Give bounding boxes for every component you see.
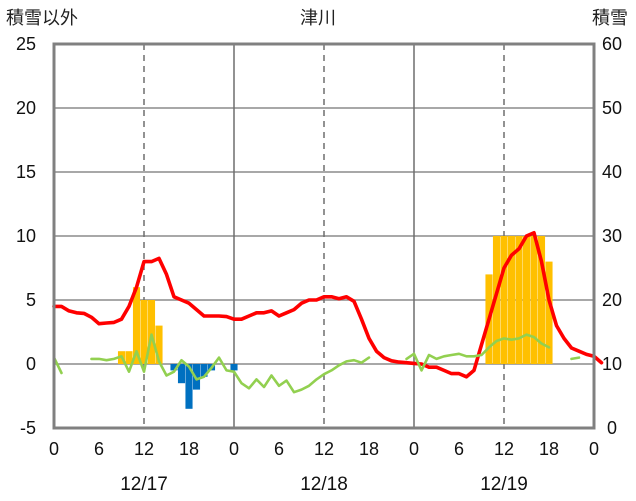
date-label: 12/19 [480,474,528,495]
x-tick-label: 12 [314,439,334,459]
plot-frame [52,42,596,430]
bar [530,236,538,364]
bar [170,364,178,371]
y-left-tick-label: 15 [16,162,36,182]
y-left-tick-label: 20 [16,98,36,118]
bar [500,236,508,364]
bar [515,236,523,364]
y-right-tick-label: 30 [602,226,622,246]
bar [125,351,133,364]
x-tick-label: 18 [359,439,379,459]
y-left-tick-label: 10 [16,226,36,246]
y-left-tick-label: 25 [16,34,36,54]
bar [177,364,186,384]
bar-series [117,236,553,409]
series-line [90,333,371,394]
bar [185,364,193,409]
bar [200,364,208,377]
y-left-tick-label: 0 [26,354,36,374]
y-left-tick-label: -5 [20,418,36,438]
x-tick-label: 6 [454,439,464,459]
x-tick-label: 18 [179,439,199,459]
bar [545,261,553,364]
bar [155,325,163,364]
date-label: 12/18 [300,474,348,495]
y-left-tick-label: 5 [26,290,36,310]
series-line [405,333,551,372]
x-tick-label: 6 [94,439,104,459]
date-label: 12/17 [120,474,168,495]
bar [140,300,148,364]
x-tick-label: 18 [539,439,559,459]
y-right-tick-label: 0 [607,418,617,438]
x-tick-label: 12 [494,439,514,459]
bar [132,287,141,364]
left-axis-label: 積雪以外 [6,8,78,29]
x-tick-label: 12 [134,439,154,459]
bar [522,236,531,364]
bar [192,364,201,390]
chart-title: 津川 [300,8,336,29]
y-right-tick-label: 10 [602,354,622,374]
y-right-tick-label: 60 [602,34,622,54]
snow-depth-line [52,231,604,379]
bar [537,236,546,364]
series-line [570,356,581,361]
x-tick-label: 0 [49,439,59,459]
y-right-tick-label: 20 [602,290,622,310]
right-axis-label: 積雪 [592,8,628,29]
x-tick-label: 0 [589,439,599,459]
bar [147,300,156,364]
bar [507,236,516,364]
y-right-tick-label: 40 [602,162,622,182]
x-tick-label: 0 [409,439,419,459]
x-tick-label: 0 [229,439,239,459]
x-tick-label: 6 [274,439,284,459]
y-right-tick-label: 50 [602,98,622,118]
bar [230,364,238,371]
